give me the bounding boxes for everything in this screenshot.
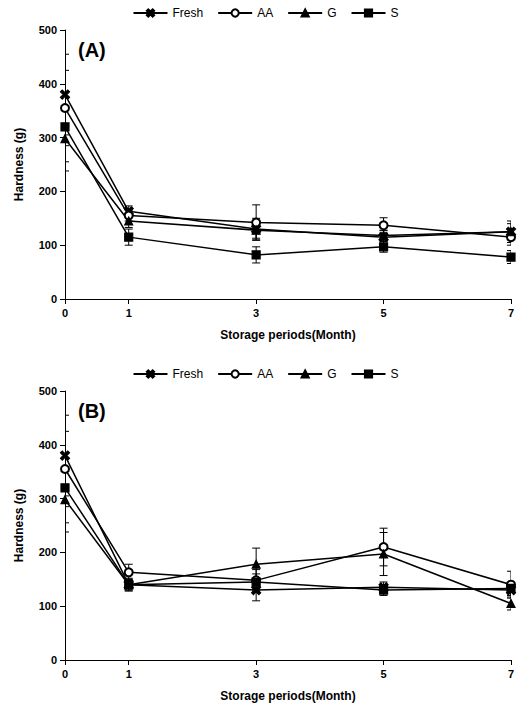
svg-text:AA: AA (257, 367, 273, 381)
svg-text:200: 200 (39, 546, 57, 558)
svg-text:3: 3 (253, 668, 259, 680)
svg-text:0: 0 (51, 293, 57, 305)
svg-text:200: 200 (39, 185, 57, 197)
svg-text:Hardness (g): Hardness (g) (12, 489, 26, 562)
svg-text:0: 0 (62, 307, 68, 319)
svg-text:(B): (B) (78, 400, 106, 422)
svg-text:300: 300 (39, 493, 57, 505)
svg-text:7: 7 (508, 668, 514, 680)
svg-text:0: 0 (51, 654, 57, 666)
svg-text:500: 500 (39, 24, 57, 36)
svg-text:3: 3 (253, 307, 259, 319)
svg-text:0: 0 (62, 668, 68, 680)
svg-text:500: 500 (39, 385, 57, 397)
svg-text:Hardness (g): Hardness (g) (12, 128, 26, 201)
svg-text:300: 300 (39, 132, 57, 144)
svg-text:100: 100 (39, 239, 57, 251)
svg-text:7: 7 (508, 307, 514, 319)
svg-text:Storage periods(Month): Storage periods(Month) (220, 328, 355, 342)
svg-text:S: S (391, 367, 399, 381)
svg-text:G: G (327, 6, 336, 20)
svg-text:1: 1 (126, 307, 132, 319)
svg-text:Fresh: Fresh (172, 6, 203, 20)
svg-text:5: 5 (381, 668, 387, 680)
svg-text:5: 5 (381, 307, 387, 319)
svg-text:(A): (A) (78, 39, 106, 61)
svg-text:100: 100 (39, 600, 57, 612)
svg-text:Fresh: Fresh (172, 367, 203, 381)
svg-text:G: G (327, 367, 336, 381)
svg-text:1: 1 (126, 668, 132, 680)
svg-text:S: S (391, 6, 399, 20)
svg-text:AA: AA (257, 6, 273, 20)
svg-text:400: 400 (39, 439, 57, 451)
svg-text:400: 400 (39, 78, 57, 90)
svg-text:Storage periods(Month): Storage periods(Month) (220, 689, 355, 703)
